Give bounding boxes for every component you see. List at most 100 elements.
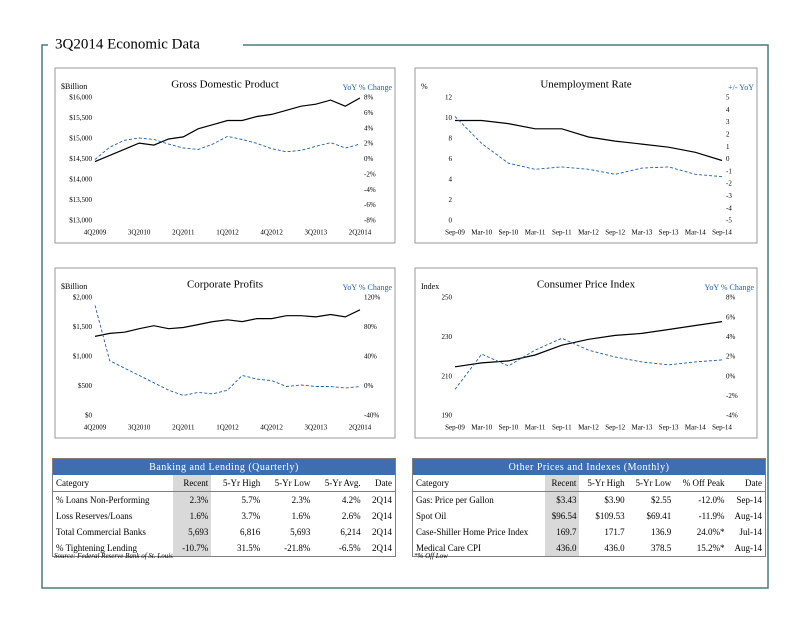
cell: 3.7%: [241, 511, 261, 521]
y-label: Index: [421, 282, 439, 291]
y-tick-label: 10: [445, 114, 453, 122]
cell: % Off Peak: [674, 475, 728, 492]
table: Other Prices and Indexes (Monthly) Catego…: [412, 458, 766, 557]
y2-tick-label: -2: [726, 180, 732, 188]
cell: Spot Oil: [416, 511, 447, 521]
x-tick-label: Sep-14: [712, 424, 732, 432]
y2-tick-label: 0%: [364, 382, 374, 390]
x-tick-label: 2Q2014: [349, 424, 372, 432]
y-tick-label: 190: [442, 412, 453, 420]
cell: Aug-14: [734, 511, 763, 521]
x-tick-label: Sep-13: [659, 424, 679, 432]
y2-tick-label: 3: [726, 118, 730, 126]
x-tick-label: Mar-14: [685, 424, 706, 432]
x-tick-label: 3Q2010: [128, 229, 151, 237]
page-title: 3Q2014 Economic Data: [55, 36, 200, 52]
y2-tick-label: -4%: [364, 186, 376, 194]
note: *% Off Low: [414, 552, 448, 560]
x-tick-label: 2Q2011: [172, 229, 195, 237]
panel: [414, 267, 758, 439]
frame: [41, 44, 769, 589]
x-tick-label: Sep-14: [712, 229, 732, 237]
y-tick-label: 230: [442, 333, 453, 341]
y-tick-label: $15,500: [69, 114, 92, 122]
y-label: $Billion: [61, 82, 87, 91]
x-tick-label: 2Q2014: [349, 229, 372, 237]
x-tick-label: 3Q2013: [305, 229, 328, 237]
y2-tick-label: 4: [726, 106, 730, 114]
cell: $109.53: [595, 511, 625, 521]
x-tick-label: 3Q2013: [305, 424, 328, 432]
cell: 2.3%: [172, 491, 212, 508]
series-line: [94, 97, 361, 163]
series-line: [94, 309, 361, 337]
data-row: % Loans Non-Performing 2.3% 5.7% 2.3% 4.2% 2Q…: [53, 491, 396, 508]
y-tick-label: 0: [449, 217, 453, 225]
cell: 5-Yr Low: [263, 475, 314, 492]
data-row: Spot Oil $96.54 $109.53 $69.41 -11.9% Aug-14: [413, 508, 766, 524]
cell: Banking and Lending (Quarterly): [52, 458, 396, 475]
x-tick-label: Mar-13: [631, 229, 652, 237]
y2-tick-label: 8%: [726, 294, 736, 302]
cell: $3.43: [544, 491, 580, 508]
cell: -6.5%: [338, 543, 361, 553]
y2-tick-label: -2%: [364, 170, 376, 178]
cell: 5.7%: [241, 495, 261, 505]
cell: 136.9: [650, 527, 672, 537]
title-back: [48, 35, 243, 55]
y2-tick-label: -8%: [364, 217, 376, 225]
cell: 436.0: [604, 543, 625, 553]
cell: 2Q14: [372, 495, 392, 505]
cell: 2Q14: [372, 543, 392, 553]
data-row: Case-Shiller Home Price Index 169.7 171.7 1…: [413, 524, 766, 540]
cell: Sep-14: [736, 495, 763, 505]
x-tick-label: Sep-13: [659, 229, 679, 237]
cell: Recent: [544, 475, 580, 492]
cell: 6,214: [340, 527, 361, 537]
x-tick-label: 4Q2009: [84, 424, 107, 432]
cell: 436.0: [544, 540, 580, 557]
cell: 5-Yr High: [579, 475, 628, 492]
y-tick-label: 250: [442, 294, 453, 302]
y2-label: YoY % Change: [704, 283, 754, 292]
x-tick-label: 1Q2012: [216, 424, 239, 432]
y-label: $Billion: [61, 282, 87, 291]
chart-title: Unemployment Rate: [540, 79, 631, 91]
y2-tick-label: -3: [726, 192, 732, 200]
series-line: [454, 321, 723, 368]
y2-tick-label: 40%: [364, 353, 377, 361]
y-tick-label: $0: [85, 412, 93, 420]
x-tick-label: Sep-12: [605, 424, 625, 432]
panel: [54, 267, 396, 439]
y2-tick-label: 0%: [364, 155, 374, 163]
x-tick-label: Mar-10: [471, 229, 492, 237]
cell: 171.7: [604, 527, 625, 537]
chart-title: Gross Domestic Product: [171, 79, 279, 91]
y2-tick-label: -5: [726, 217, 732, 225]
y2-tick-label: 2%: [726, 353, 736, 361]
y-tick-label: $2,000: [73, 294, 93, 302]
y-tick-label: 4: [449, 176, 453, 184]
y-tick-label: $14,000: [69, 176, 92, 184]
cell: % Tightening Lending: [56, 543, 138, 553]
y2-tick-label: 8%: [364, 94, 374, 102]
series-line: [94, 305, 361, 396]
y2-tick-label: 80%: [364, 323, 377, 331]
cell: $3.90: [604, 495, 625, 505]
data-row: Total Commercial Banks 5,693 6,816 5,693 6,2…: [53, 524, 396, 540]
cell: 24.0%*: [696, 527, 725, 537]
y-tick-label: $15,000: [69, 135, 92, 143]
y-tick-label: $1,000: [73, 353, 93, 361]
x-tick-label: Mar-14: [685, 229, 706, 237]
y2-tick-label: 6%: [364, 109, 374, 117]
cell: -12.0%: [698, 495, 725, 505]
source: Source: Federal Reserve Bank of St. Loui…: [54, 552, 173, 560]
cell: 2.6%: [341, 511, 361, 521]
cell: Date: [363, 475, 396, 492]
cell: 5-Yr Low: [627, 475, 675, 492]
cell: Aug-14: [734, 543, 763, 553]
y2-tick-label: 4%: [726, 333, 736, 341]
cell: 15.2%*: [696, 543, 725, 553]
data-row: Gas: Price per Gallon $3.43 $3.90 $2.55 -12.…: [413, 491, 766, 508]
